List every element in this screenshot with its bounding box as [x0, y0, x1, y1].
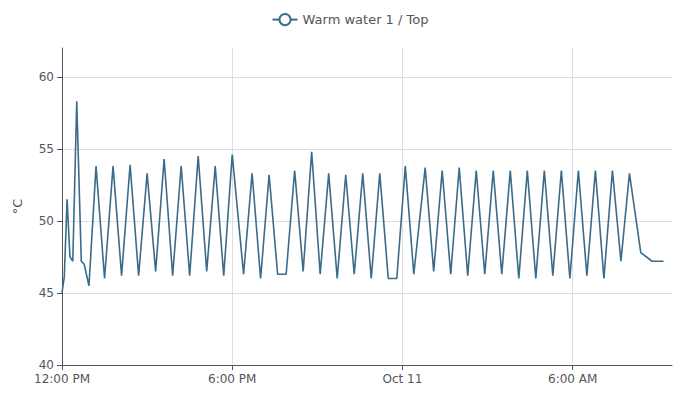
svg-text:6:00 PM: 6:00 PM [208, 372, 256, 386]
svg-text:Warm water 1 / Top: Warm water 1 / Top [303, 12, 429, 27]
svg-text:60: 60 [39, 70, 54, 84]
svg-text:50: 50 [39, 214, 54, 228]
svg-text:6:00 AM: 6:00 AM [548, 372, 597, 386]
svg-text:40: 40 [39, 358, 54, 372]
svg-text:45: 45 [39, 286, 54, 300]
svg-text:12:00 PM: 12:00 PM [34, 372, 90, 386]
svg-text:Oct 11: Oct 11 [383, 372, 423, 386]
svg-text:55: 55 [39, 142, 54, 156]
svg-text:°C: °C [10, 199, 25, 215]
